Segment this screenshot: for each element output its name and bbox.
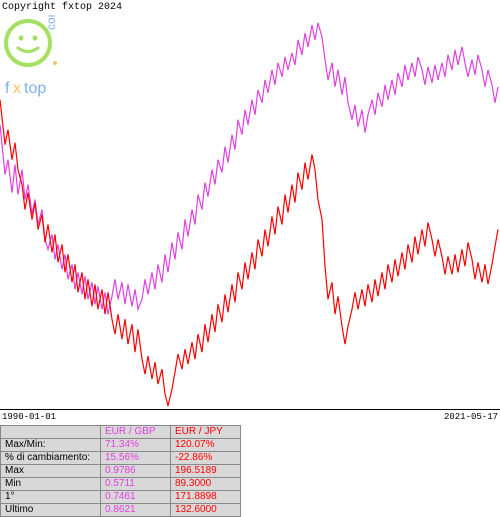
row-value-s2: -22.86% — [171, 452, 241, 465]
row-value-s1: 0.9786 — [101, 465, 171, 478]
table-row: Max/Min:71.34%120.07% — [1, 439, 241, 452]
table-row: % di cambiamento:15.56%-22.86% — [1, 452, 241, 465]
row-value-s1: 0.7461 — [101, 491, 171, 504]
row-label: Min — [1, 478, 101, 491]
stats-table: EUR / GBP EUR / JPY Max/Min:71.34%120.07… — [0, 425, 241, 517]
header-series2: EUR / JPY — [171, 426, 241, 439]
x-axis-start: 1990-01-01 — [2, 412, 56, 422]
table-row: Ultimo0.8621132.6000 — [1, 504, 241, 517]
copyright-text: Copyright fxtop 2024 — [2, 2, 122, 13]
row-value-s1: 0.8621 — [101, 504, 171, 517]
row-value-s1: 71.34% — [101, 439, 171, 452]
row-value-s2: 120.07% — [171, 439, 241, 452]
table-row: Max0.9786196.5189 — [1, 465, 241, 478]
row-value-s2: 132.6000 — [171, 504, 241, 517]
row-value-s2: 89.3000 — [171, 478, 241, 491]
table-header-row: EUR / GBP EUR / JPY — [1, 426, 241, 439]
row-value-s2: 196.5189 — [171, 465, 241, 478]
row-label: Ultimo — [1, 504, 101, 517]
header-series1: EUR / GBP — [101, 426, 171, 439]
table-row: 1°0.7461171.8898 — [1, 491, 241, 504]
row-value-s1: 0.5711 — [101, 478, 171, 491]
header-blank — [1, 426, 101, 439]
row-label: 1° — [1, 491, 101, 504]
row-value-s1: 15.56% — [101, 452, 171, 465]
row-value-s2: 171.8898 — [171, 491, 241, 504]
chart-area — [0, 15, 500, 410]
series-line — [0, 100, 498, 406]
row-label: Max — [1, 465, 101, 478]
row-label: Max/Min: — [1, 439, 101, 452]
row-label: % di cambiamento: — [1, 452, 101, 465]
table-row: Min0.571189.3000 — [1, 478, 241, 491]
x-axis-end: 2021-05-17 — [444, 412, 498, 422]
